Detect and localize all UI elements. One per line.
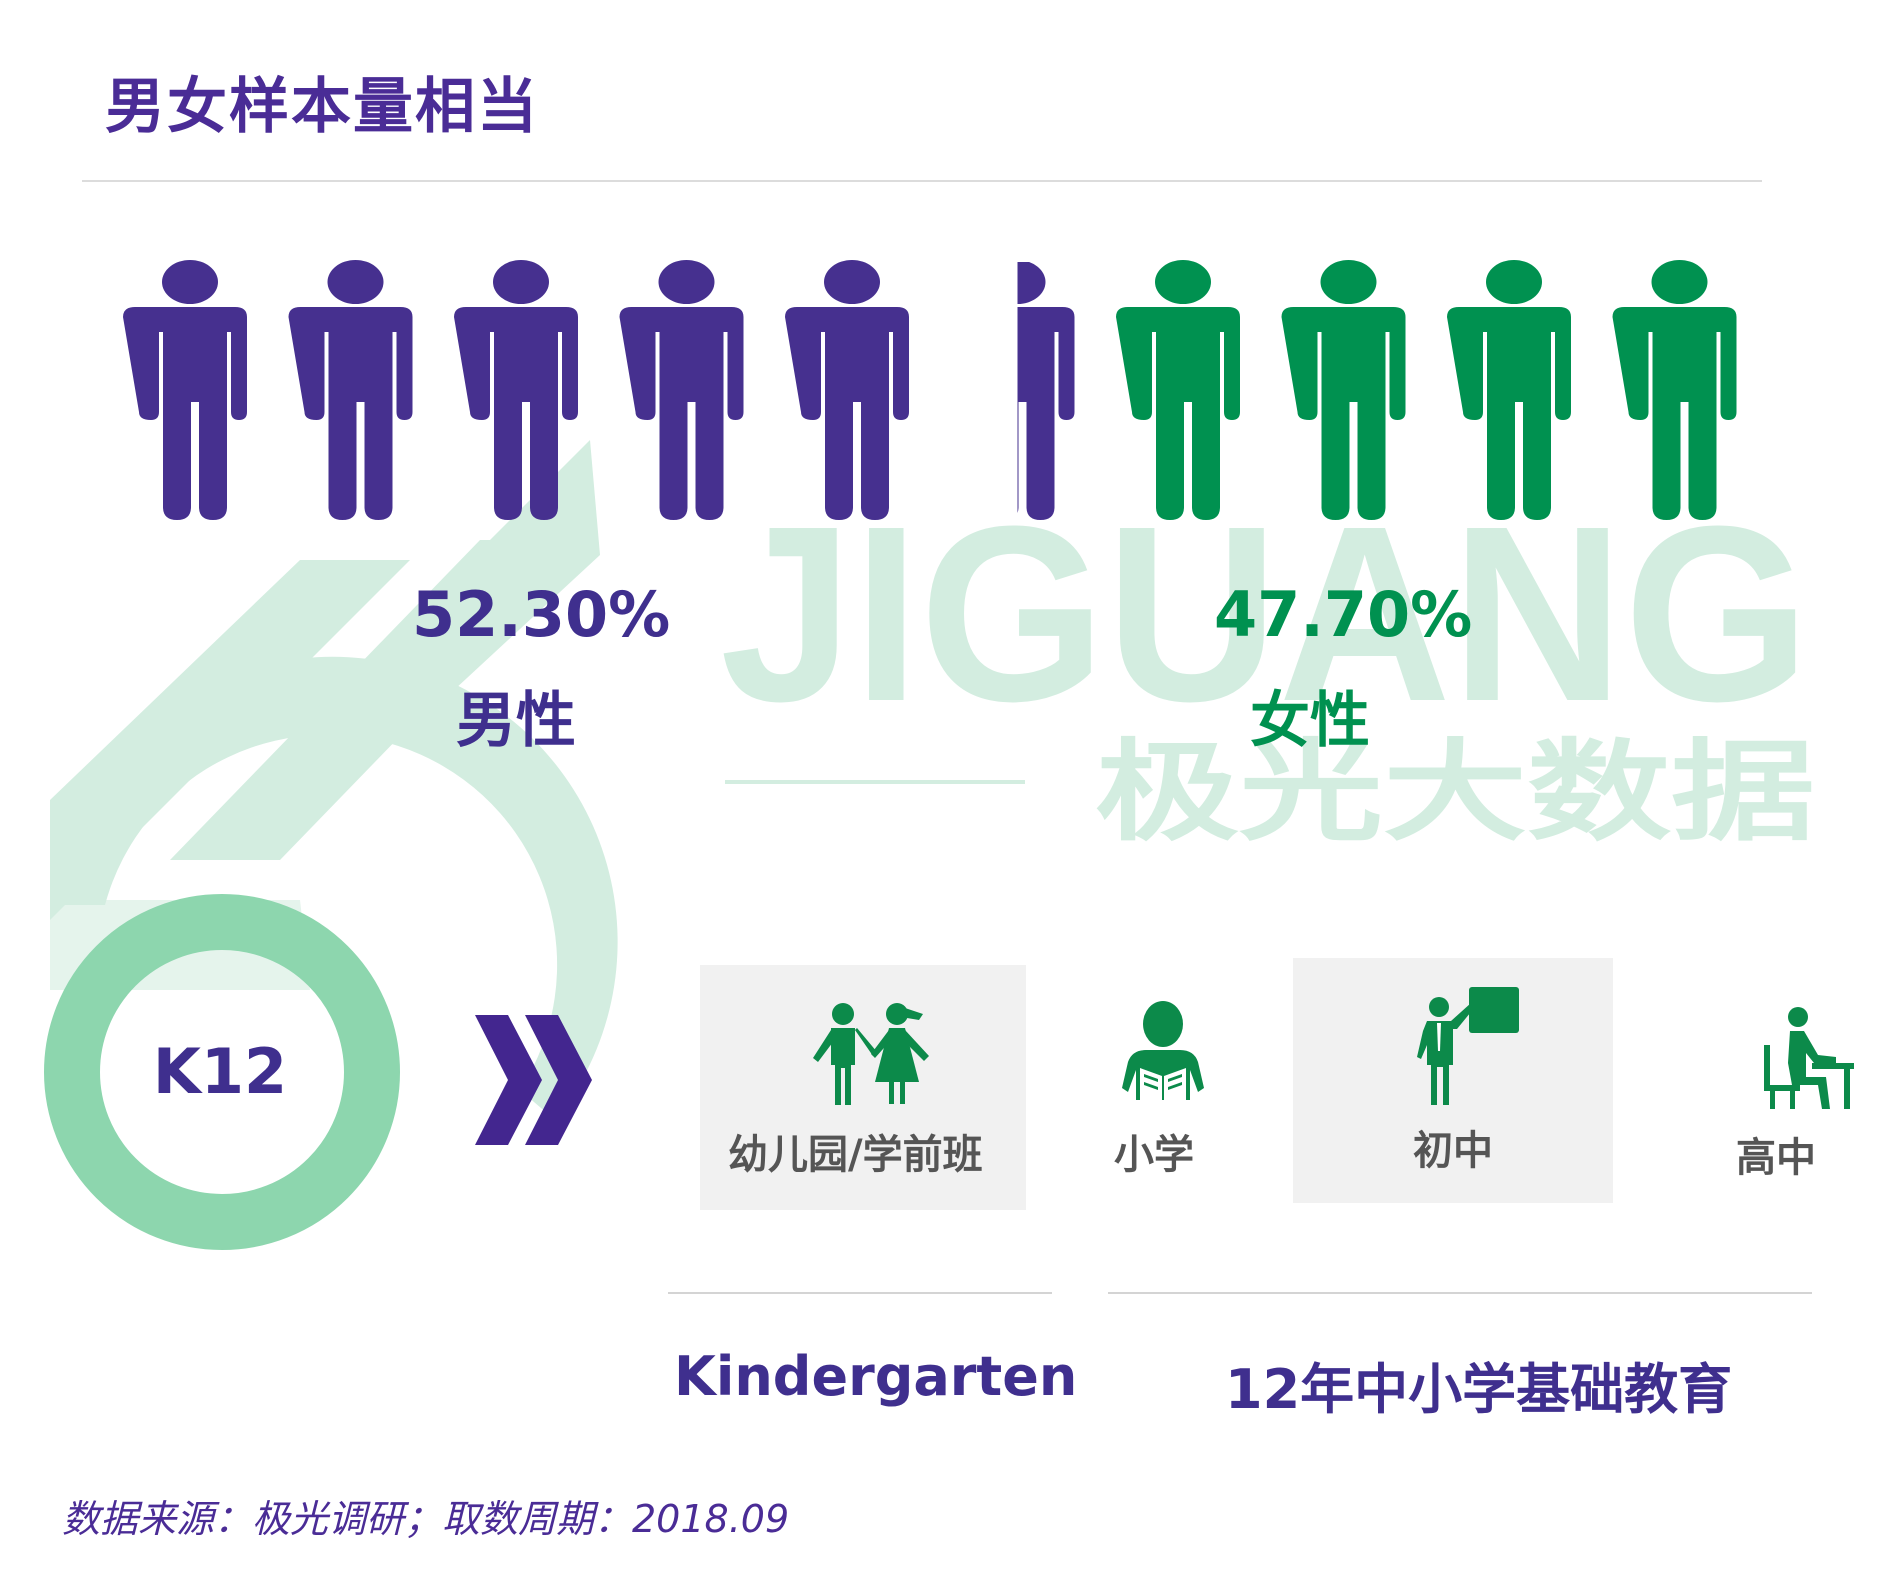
male-percentage: 52.30% — [412, 578, 671, 651]
k12-basic-divider — [1108, 1292, 1812, 1294]
stage-label-senior-high: 高中 — [1736, 1135, 1816, 1181]
gender-pictograph — [123, 260, 1737, 520]
stage-label-primary: 小学 — [1114, 1132, 1194, 1178]
watermark-brand-cn: 极光大数据 — [1095, 728, 1815, 856]
person-icon-3 — [454, 260, 578, 520]
child-reading-book-icon — [1122, 1001, 1204, 1112]
group-label-kindergarten: Kindergarten — [674, 1345, 1078, 1408]
data-source-note: 数据来源：极光调研；取数周期：2018.09 — [62, 1497, 790, 1541]
k12-label: K12 — [152, 1035, 288, 1108]
person-icon-9 — [1447, 260, 1571, 520]
page-title: 男女样本量相当 — [105, 72, 539, 142]
student-at-blackboard-icon — [1417, 987, 1519, 1105]
person-icon-7 — [1116, 260, 1240, 520]
stage-label-kindergarten: 幼儿园/学前班 — [728, 1132, 983, 1178]
stage-label-junior-high: 初中 — [1413, 1128, 1493, 1174]
k12-ring — [44, 894, 400, 1250]
person-icon-10 — [1612, 260, 1737, 520]
person-icon-4 — [619, 260, 744, 520]
person-icon-6 — [1017, 262, 1075, 520]
title-divider — [82, 180, 1762, 182]
double-chevron-right-icon — [475, 1015, 592, 1145]
female-label: 女性 — [1250, 686, 1370, 756]
female-percentage: 47.70% — [1214, 578, 1473, 651]
stage-card-junior-high — [1293, 958, 1613, 1203]
male-label: 男性 — [456, 686, 576, 756]
children-holding-hands-icon — [813, 1003, 929, 1105]
person-icon-1 — [123, 260, 247, 520]
person-icon-8 — [1281, 260, 1406, 520]
person-icon-5 — [785, 260, 909, 520]
person-icon-2 — [288, 260, 413, 520]
stage-card-kindergarten — [700, 965, 1026, 1210]
student-at-desk-icon — [1764, 1007, 1854, 1109]
group-label-k12-basic: 12年中小学基础教育 — [1225, 1358, 1733, 1421]
kindergarten-divider — [668, 1292, 1052, 1294]
